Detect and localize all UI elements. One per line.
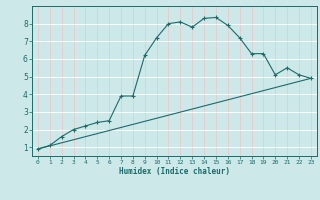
- X-axis label: Humidex (Indice chaleur): Humidex (Indice chaleur): [119, 167, 230, 176]
